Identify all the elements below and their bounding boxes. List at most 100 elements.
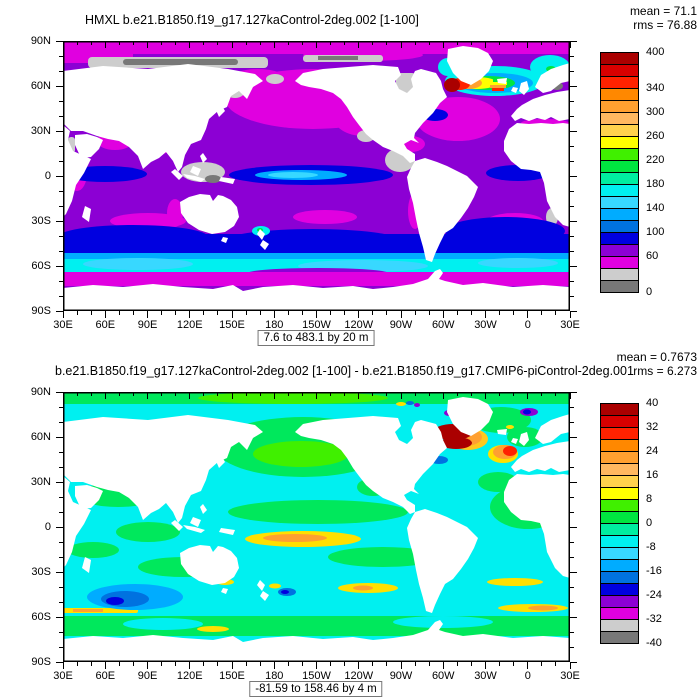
- x-axis-tick: [344, 662, 346, 666]
- x-axis-tick: [513, 662, 515, 666]
- x-axis-tick-mirror: [161, 392, 163, 396]
- x-axis-tick-mirror: [301, 392, 303, 396]
- colorbar-tick-label: 340: [646, 82, 665, 94]
- y-axis-tick-mirror: [570, 571, 577, 573]
- x-axis-tick-mirror: [527, 41, 529, 48]
- x-axis-tick: [386, 662, 388, 666]
- x-axis-tick: [470, 311, 472, 315]
- x-axis-tick-mirror: [132, 392, 134, 396]
- x-axis-tick: [541, 662, 543, 666]
- y-axis-tick-mirror: [570, 310, 577, 312]
- y-axis-tick: [59, 541, 63, 543]
- x-axis-tick: [428, 311, 430, 315]
- x-axis-tick-mirror: [316, 392, 317, 399]
- y-axis-tick-mirror: [570, 295, 574, 297]
- x-axis-tick: [301, 311, 303, 315]
- y-axis-tick-mirror: [570, 556, 574, 558]
- panel2-title: b.e21.B1850.f19_g17.127kaControl-2deg.00…: [55, 364, 634, 378]
- x-tick-label: 180: [265, 319, 284, 331]
- y-axis-tick: [56, 130, 63, 132]
- x-axis-tick-mirror: [189, 392, 191, 399]
- y-tick-label: 90S: [31, 305, 51, 317]
- x-tick-label: 60E: [95, 319, 116, 331]
- x-axis-tick: [344, 311, 346, 315]
- colorbar-box: [600, 280, 639, 293]
- x-axis-tick-mirror: [259, 392, 261, 396]
- x-axis-tick-mirror: [104, 41, 106, 48]
- x-axis-tick-mirror: [259, 41, 261, 45]
- y-axis-tick-mirror: [570, 586, 574, 588]
- y-axis-tick-mirror: [570, 601, 574, 603]
- x-axis-tick-mirror: [555, 41, 557, 45]
- x-tick-label: 150W: [302, 670, 331, 682]
- y-tick-label: 30S: [31, 566, 51, 578]
- y-tick-label: 30N: [30, 125, 51, 137]
- x-tick-label: 150E: [219, 670, 245, 682]
- x-axis-tick-mirror: [245, 41, 247, 45]
- y-axis-tick: [56, 481, 63, 483]
- x-axis-tick: [259, 662, 261, 666]
- x-axis-tick: [203, 662, 205, 666]
- y-axis-tick: [56, 40, 63, 42]
- x-axis-tick: [203, 311, 205, 315]
- y-axis-tick: [59, 70, 63, 72]
- x-axis-tick: [555, 662, 557, 666]
- x-axis-tick: [301, 662, 303, 666]
- panel1-range-caption: 7.6 to 483.1 by 20 m: [257, 330, 375, 346]
- y-axis-tick-mirror: [570, 160, 574, 162]
- x-axis-tick: [118, 662, 120, 666]
- y-axis-tick-mirror: [570, 511, 574, 513]
- x-axis-tick-mirror: [555, 392, 557, 396]
- colorbar-tick-label: 180: [646, 178, 665, 190]
- y-axis-tick-mirror: [570, 646, 574, 648]
- y-axis-tick-mirror: [570, 55, 574, 57]
- x-axis-tick: [217, 311, 219, 315]
- y-axis-tick: [59, 631, 63, 633]
- x-tick-label: 60W: [431, 319, 455, 331]
- y-axis-tick-mirror: [570, 40, 577, 42]
- map-bottom: [63, 392, 570, 662]
- y-axis-tick-mirror: [570, 115, 574, 117]
- x-axis-tick: [231, 311, 233, 318]
- x-axis-tick-mirror: [513, 41, 515, 45]
- x-axis-tick: [372, 311, 374, 315]
- y-axis-tick-mirror: [570, 466, 574, 468]
- x-axis-tick-mirror: [344, 41, 346, 45]
- x-tick-label: 30E: [53, 670, 73, 682]
- x-axis-tick: [372, 662, 374, 666]
- colorbar-tick-label: 40: [646, 397, 659, 409]
- x-axis-tick-mirror: [541, 392, 543, 396]
- y-axis-tick: [59, 511, 63, 513]
- x-tick-label: 120E: [176, 319, 203, 331]
- x-tick-label: 180: [265, 670, 284, 682]
- x-axis-tick-mirror: [287, 392, 289, 396]
- colorbar-tick-label: 24: [646, 445, 659, 457]
- colorbar-tick-label: 32: [646, 421, 659, 433]
- x-axis-tick: [147, 662, 148, 669]
- x-axis-tick-mirror: [400, 41, 402, 48]
- x-axis-tick: [132, 662, 134, 666]
- x-axis-tick: [527, 311, 529, 318]
- x-axis-tick-mirror: [132, 41, 134, 45]
- x-axis-tick-mirror: [513, 392, 515, 396]
- x-axis-tick: [442, 662, 444, 669]
- y-axis-tick-mirror: [570, 406, 574, 408]
- y-axis-tick-mirror: [570, 100, 574, 102]
- x-axis-tick-mirror: [358, 392, 360, 399]
- x-axis-tick-mirror: [372, 392, 374, 396]
- x-axis-tick: [118, 311, 120, 315]
- x-axis-tick-mirror: [118, 41, 120, 45]
- x-tick-label: 30E: [53, 319, 73, 331]
- panel2-rms: rms = 6.273: [633, 364, 697, 378]
- x-axis-tick-mirror: [456, 41, 458, 45]
- y-tick-label: 60S: [31, 260, 51, 272]
- x-axis-tick: [287, 311, 289, 315]
- x-tick-label: 30W: [474, 319, 497, 331]
- colorbar-tick-label: -40: [646, 637, 662, 649]
- x-axis-tick: [485, 662, 486, 669]
- x-axis-tick-mirror: [217, 392, 219, 396]
- x-axis-tick-mirror: [358, 41, 360, 48]
- x-tick-label: 90E: [137, 670, 158, 682]
- y-axis-tick-mirror: [570, 175, 577, 177]
- x-axis-tick-mirror: [470, 41, 472, 45]
